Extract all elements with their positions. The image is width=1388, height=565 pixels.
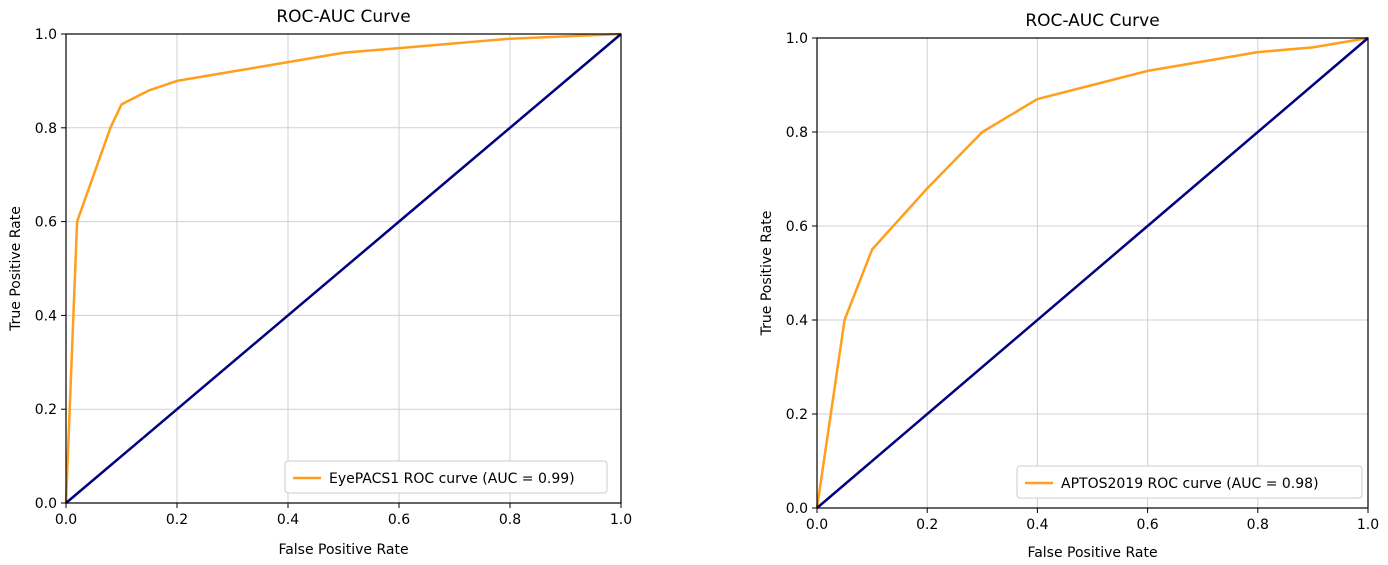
y-tick-label: 0.2 — [786, 407, 808, 423]
chart-title: ROC-AUC Curve — [1025, 11, 1159, 31]
x-tick-label: 0.2 — [166, 512, 188, 528]
y-tick-label: 1.0 — [786, 31, 808, 47]
legend-entry-label: APTOS2019 ROC curve (AUC = 0.98) — [1061, 476, 1319, 492]
y-axis-label: True Positive Rate — [8, 206, 24, 332]
x-axis-label: False Positive Rate — [1027, 545, 1157, 561]
x-tick-label: 0.4 — [277, 512, 299, 528]
x-tick-label: 1.0 — [610, 512, 632, 528]
y-tick-label: 0.6 — [35, 215, 57, 231]
x-tick-label: 1.0 — [1357, 517, 1379, 533]
legend: EyePACS1 ROC curve (AUC = 0.99) — [284, 460, 608, 494]
x-tick-label: 0.4 — [1026, 517, 1048, 533]
y-tick-label: 0.4 — [35, 308, 57, 324]
x-tick-label: 0.8 — [499, 512, 521, 528]
roc-curve-line — [815, 36, 1369, 509]
y-tick-label: 0.0 — [35, 496, 57, 512]
y-tick-label: 0.8 — [35, 121, 57, 137]
x-tick-label: 0.8 — [1247, 517, 1269, 533]
chart-eyepacs1: 0.0 0.2 0.4 0.6 0.8 1.0 0.0 0.2 0.4 0.6 0.8 1.0 ROC-… — [8, 7, 632, 558]
roc-curve-line — [64, 32, 622, 504]
legend-box — [1016, 465, 1363, 499]
diagonal-reference-line — [65, 33, 622, 504]
y-axis-label: True Positive Rate — [759, 211, 775, 337]
x-tick-label: 0.0 — [806, 517, 828, 533]
y-tick-label: 1.0 — [35, 27, 57, 43]
x-tick-label: 0.6 — [388, 512, 410, 528]
y-tick-label: 0.6 — [786, 219, 808, 235]
chart-title: ROC-AUC Curve — [276, 7, 410, 27]
x-axis-label: False Positive Rate — [278, 542, 408, 558]
x-tick-label: 0.6 — [1136, 517, 1158, 533]
chart-aptos2019: 0.0 0.2 0.4 0.6 0.8 1.0 0.0 0.2 0.4 0.6 0.8 1.0 ROC-… — [759, 11, 1379, 561]
y-tick-label: 0.8 — [786, 125, 808, 141]
y-tick-label: 0.0 — [786, 501, 808, 517]
diagonal-reference-line — [816, 37, 1369, 509]
plot-frame — [65, 33, 622, 504]
legend: APTOS2019 ROC curve (AUC = 0.98) — [1016, 465, 1363, 499]
y-tick-label: 0.2 — [35, 402, 57, 418]
x-tick-label: 0.0 — [55, 512, 77, 528]
legend-box — [284, 460, 608, 494]
x-tick-label: 0.2 — [916, 517, 938, 533]
plot-frame — [816, 37, 1369, 509]
legend-entry-label: EyePACS1 ROC curve (AUC = 0.99) — [329, 471, 575, 487]
y-tick-label: 0.4 — [786, 313, 808, 329]
